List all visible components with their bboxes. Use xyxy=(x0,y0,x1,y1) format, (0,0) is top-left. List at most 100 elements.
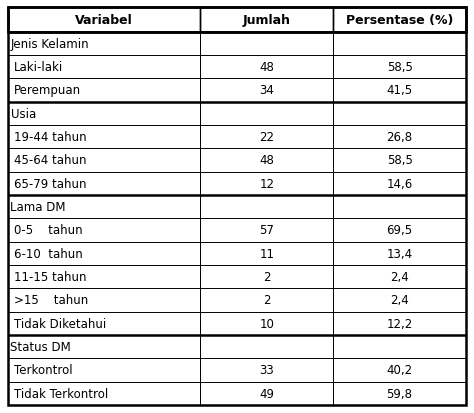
Bar xyxy=(8,79,466,102)
Bar xyxy=(333,358,466,382)
Bar xyxy=(8,382,201,405)
Text: 33: 33 xyxy=(259,363,274,377)
Bar xyxy=(8,219,201,242)
Bar xyxy=(201,102,333,126)
Text: Perempuan: Perempuan xyxy=(14,84,82,97)
Bar xyxy=(201,312,333,335)
Text: Persentase (%): Persentase (%) xyxy=(346,14,453,27)
Text: Status DM: Status DM xyxy=(10,340,71,353)
Bar xyxy=(8,8,466,33)
Bar xyxy=(333,8,466,33)
Bar xyxy=(201,56,333,79)
Bar xyxy=(333,382,466,405)
Bar xyxy=(8,33,201,56)
Bar xyxy=(8,149,201,172)
Bar xyxy=(8,265,201,289)
Bar xyxy=(8,242,466,265)
Bar xyxy=(8,172,201,195)
Text: 11-15 tahun: 11-15 tahun xyxy=(14,271,87,283)
Text: 41,5: 41,5 xyxy=(386,84,413,97)
Text: 6-10  tahun: 6-10 tahun xyxy=(14,247,83,260)
Bar xyxy=(201,219,333,242)
Text: 49: 49 xyxy=(259,387,274,400)
Text: 0-5    tahun: 0-5 tahun xyxy=(14,224,83,237)
Bar xyxy=(8,312,466,335)
Bar xyxy=(8,172,466,195)
Bar xyxy=(8,56,201,79)
Text: 45-64 tahun: 45-64 tahun xyxy=(14,154,87,167)
Text: 2,4: 2,4 xyxy=(390,271,409,283)
Bar xyxy=(333,195,466,219)
Bar xyxy=(8,382,466,405)
Bar xyxy=(333,126,466,149)
Text: 57: 57 xyxy=(259,224,274,237)
Bar xyxy=(333,335,466,358)
Text: 19-44 tahun: 19-44 tahun xyxy=(14,131,87,144)
Bar xyxy=(8,195,466,219)
Bar xyxy=(201,382,333,405)
Bar xyxy=(8,33,466,56)
Bar xyxy=(333,219,466,242)
Text: 34: 34 xyxy=(259,84,274,97)
Text: Jenis Kelamin: Jenis Kelamin xyxy=(10,38,89,51)
Bar xyxy=(8,149,466,172)
Bar xyxy=(333,149,466,172)
Text: 13,4: 13,4 xyxy=(386,247,413,260)
Bar xyxy=(8,265,466,289)
Bar xyxy=(333,102,466,126)
Bar xyxy=(8,312,201,335)
Bar xyxy=(8,219,466,242)
Bar xyxy=(201,358,333,382)
Bar xyxy=(201,33,333,56)
Bar xyxy=(8,126,466,149)
Bar xyxy=(201,335,333,358)
Bar xyxy=(201,149,333,172)
Bar xyxy=(201,126,333,149)
Bar xyxy=(8,335,466,358)
Text: Terkontrol: Terkontrol xyxy=(14,363,73,377)
Text: 12: 12 xyxy=(259,177,274,190)
Text: 2: 2 xyxy=(263,271,271,283)
Bar xyxy=(201,79,333,102)
Bar xyxy=(333,56,466,79)
Bar xyxy=(333,289,466,312)
Text: 22: 22 xyxy=(259,131,274,144)
Bar xyxy=(333,242,466,265)
Text: 14,6: 14,6 xyxy=(386,177,413,190)
Text: 59,8: 59,8 xyxy=(387,387,412,400)
Text: 48: 48 xyxy=(259,61,274,74)
Text: >15    tahun: >15 tahun xyxy=(14,294,89,307)
Text: 40,2: 40,2 xyxy=(386,363,413,377)
Text: 58,5: 58,5 xyxy=(387,61,412,74)
Text: 65-79 tahun: 65-79 tahun xyxy=(14,177,87,190)
Bar xyxy=(201,172,333,195)
Bar xyxy=(8,195,201,219)
Bar xyxy=(8,126,201,149)
Text: 11: 11 xyxy=(259,247,274,260)
Bar xyxy=(8,289,466,312)
Bar xyxy=(201,8,333,33)
Text: 2,4: 2,4 xyxy=(390,294,409,307)
Bar xyxy=(8,358,201,382)
Text: 58,5: 58,5 xyxy=(387,154,412,167)
Text: Tidak Diketahui: Tidak Diketahui xyxy=(14,317,107,330)
Text: Tidak Terkontrol: Tidak Terkontrol xyxy=(14,387,109,400)
Bar xyxy=(8,79,201,102)
Text: 48: 48 xyxy=(259,154,274,167)
Bar xyxy=(8,289,201,312)
Bar xyxy=(8,335,201,358)
Bar xyxy=(8,242,201,265)
Bar xyxy=(333,33,466,56)
Text: Jumlah: Jumlah xyxy=(243,14,291,27)
Bar xyxy=(333,265,466,289)
Text: 10: 10 xyxy=(259,317,274,330)
Bar xyxy=(8,102,201,126)
Bar xyxy=(333,312,466,335)
Text: 2: 2 xyxy=(263,294,271,307)
Bar xyxy=(201,195,333,219)
Text: 69,5: 69,5 xyxy=(386,224,413,237)
Text: Usia: Usia xyxy=(10,107,36,121)
Text: Lama DM: Lama DM xyxy=(10,201,66,214)
Bar xyxy=(201,242,333,265)
Text: 26,8: 26,8 xyxy=(386,131,413,144)
